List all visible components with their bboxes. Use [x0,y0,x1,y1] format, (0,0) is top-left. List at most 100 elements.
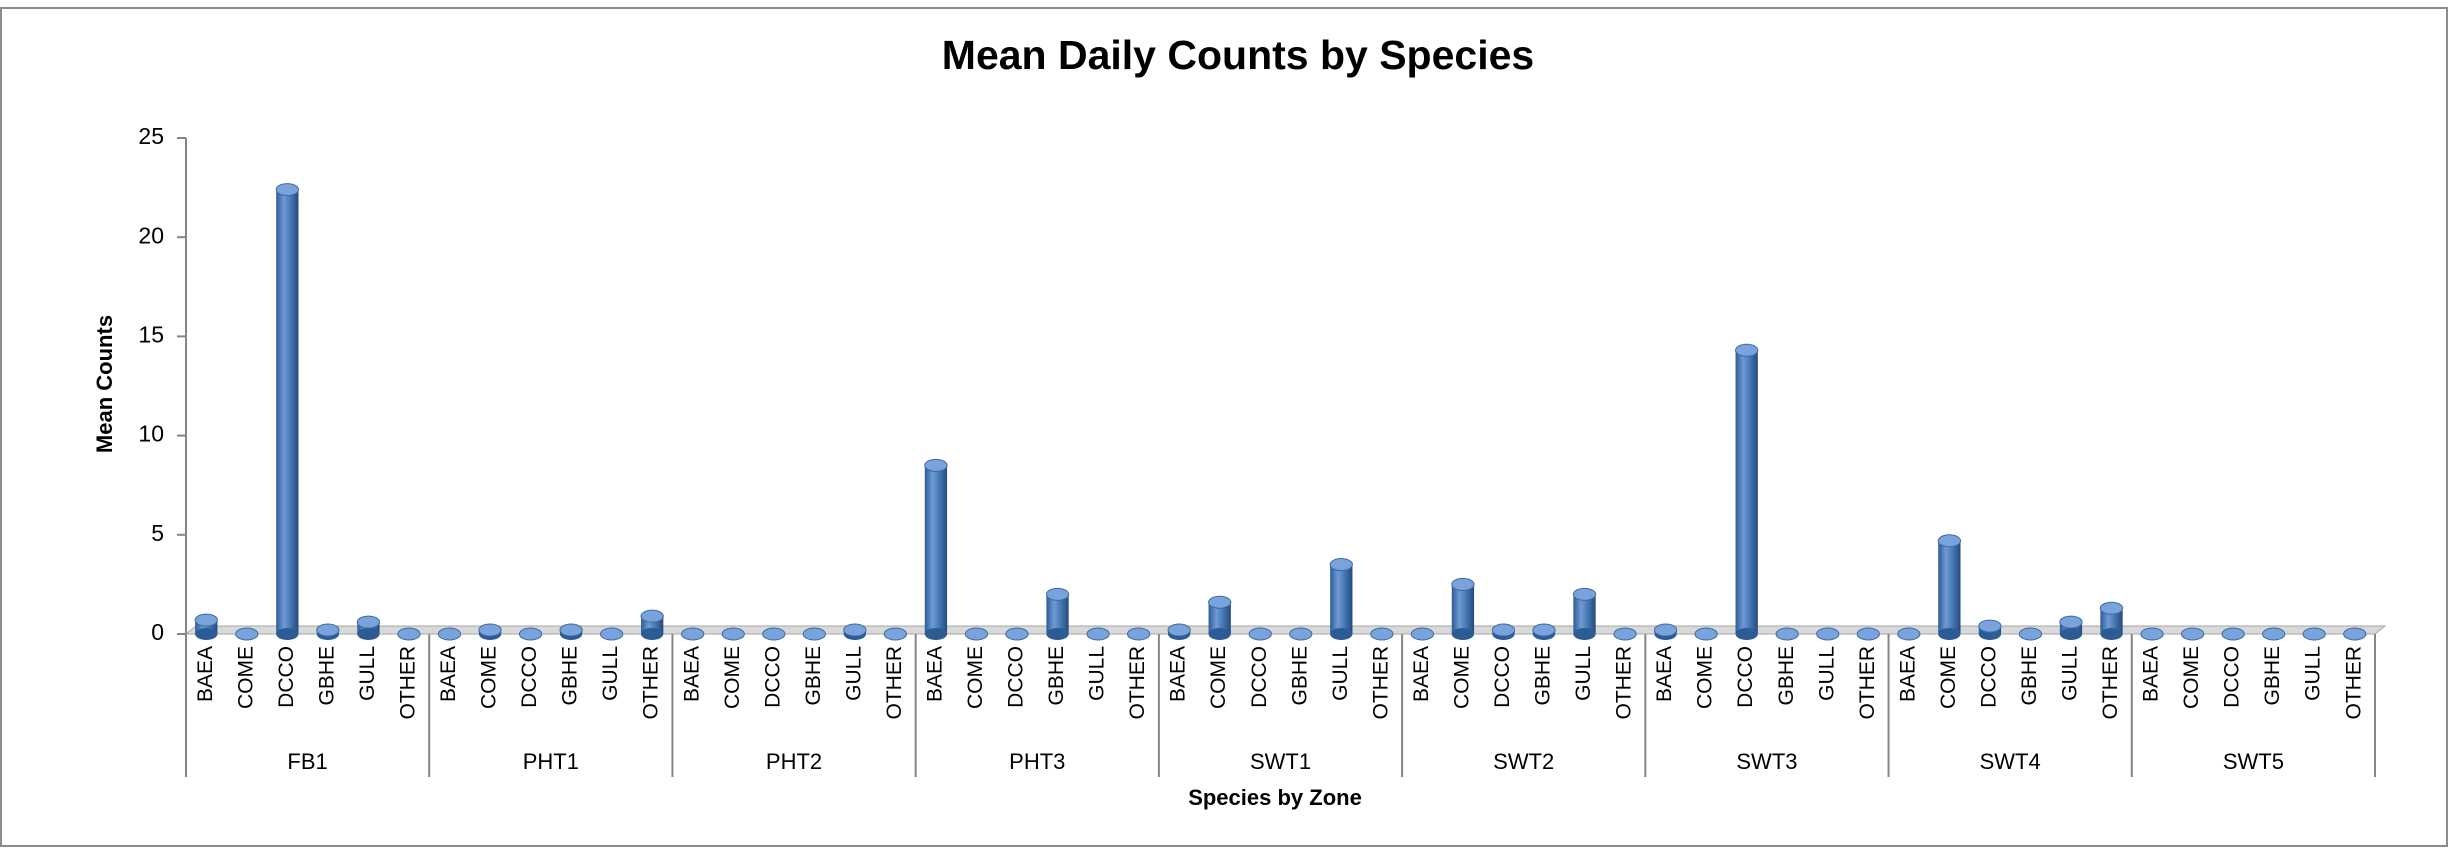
bar-top [1694,627,1718,641]
bar-top [437,627,462,641]
bar-top [1208,595,1232,609]
bar-top [2140,627,2164,641]
x-tick-label: GBHE [802,646,825,706]
x-tick-label: DCCO [1734,646,1757,708]
bar-base [1938,628,1961,640]
x-tick-label: DCCO [1491,646,1514,708]
bar-base [1573,628,1596,640]
x-tick-label: BAEA [1167,646,1190,702]
bar [1046,594,1069,634]
x-tick-label: GULL [1329,646,1352,701]
bar-base [195,628,218,640]
x-tick-label: OTHER [1369,646,1392,720]
bar-top [397,627,421,641]
bar-top [1532,623,1556,637]
x-tick-label: GULL [1086,646,1109,701]
bar-top [275,183,299,197]
floor [184,625,2387,635]
bar-base [357,628,380,640]
bar-base [1208,628,1231,640]
x-tick-label: COME [964,646,987,709]
x-tick-label: OTHER [397,646,420,720]
x-tick-label: OTHER [2342,646,2365,720]
x-tick-label: DCCO [518,646,541,708]
x-tick-label: OTHER [1613,646,1636,720]
x-tick-label: GULL [1815,646,1838,701]
bar-top [1937,534,1962,548]
bar-top [2099,601,2124,615]
x-tick-label: OTHER [883,646,906,720]
bar-top [1451,577,1475,591]
x-tick-label: COME [721,646,744,709]
y-tick-label: 10 [138,421,164,447]
x-tick-label: GULL [842,646,865,701]
bar [924,465,948,634]
bar [276,189,299,635]
bar-base [1735,628,1758,640]
group-label: SWT2 [1493,749,1554,774]
group-label: PHT2 [766,749,822,774]
bar-top [518,627,543,641]
bar-top [478,623,502,637]
x-tick-label: GULL [356,646,379,701]
bar-base [1451,628,1475,640]
group-label: SWT4 [1980,749,2041,774]
bar [2100,608,2123,634]
bar-base [2059,628,2083,640]
bar [1451,584,1475,634]
bar-top [1613,627,1637,641]
x-tick-label: DCCO [761,646,784,708]
bar-top [1897,627,1921,641]
bar-base [1046,628,1069,640]
bar-top [1167,623,1191,637]
x-tick-label: GULL [2302,646,2325,701]
bar-top [1491,623,1516,637]
x-tick-label: BAEA [194,646,217,702]
bar [1735,350,1758,634]
bar-base [924,628,948,640]
bar-top [1775,627,1799,641]
x-tick-label: BAEA [2140,646,2163,702]
bar-top [1735,343,1759,357]
x-tick-label: OTHER [640,646,663,720]
x-tick-label: COME [1937,646,1960,709]
x-tick-label: GULL [1572,646,1595,701]
bar-top [1856,627,1880,641]
x-tick-label: DCCO [2221,646,2244,708]
group-label: SWT1 [1250,749,1311,774]
bar-top [924,458,948,472]
bar-top [640,609,664,623]
bar-top [2262,627,2286,641]
bar [1573,594,1596,634]
y-tick-label: 5 [151,520,164,546]
x-tick-label: COME [2180,646,2203,709]
bar-top [843,623,867,637]
bar [1208,602,1231,634]
bar [1938,540,1961,634]
bar-top [1086,627,1110,641]
chart-title: Mean Daily Counts by Species [942,32,1534,78]
bar-top [599,627,624,641]
y-tick-label: 15 [138,321,164,347]
x-tick-label: GBHE [1775,646,1798,706]
bar-top [883,627,908,641]
y-tick-label: 20 [138,222,164,248]
bar-top [356,615,381,629]
y-axis-title: Mean Counts [92,315,117,453]
x-tick-label: DCCO [1977,646,2000,708]
bar-top [2221,627,2245,641]
bar-top [721,627,745,641]
bar-top [802,627,826,641]
bar-top [2018,627,2043,641]
bar-top [964,627,989,641]
bar-top [235,627,259,641]
bar-top [2059,615,2083,629]
x-tick-label: GBHE [2018,646,2041,706]
bar-base [2100,628,2123,640]
bar-top [2180,627,2205,641]
bar-top [1572,587,1597,601]
bar-top [559,623,583,637]
x-tick-label: DCCO [1005,646,1028,708]
bar-top [1329,558,1353,572]
